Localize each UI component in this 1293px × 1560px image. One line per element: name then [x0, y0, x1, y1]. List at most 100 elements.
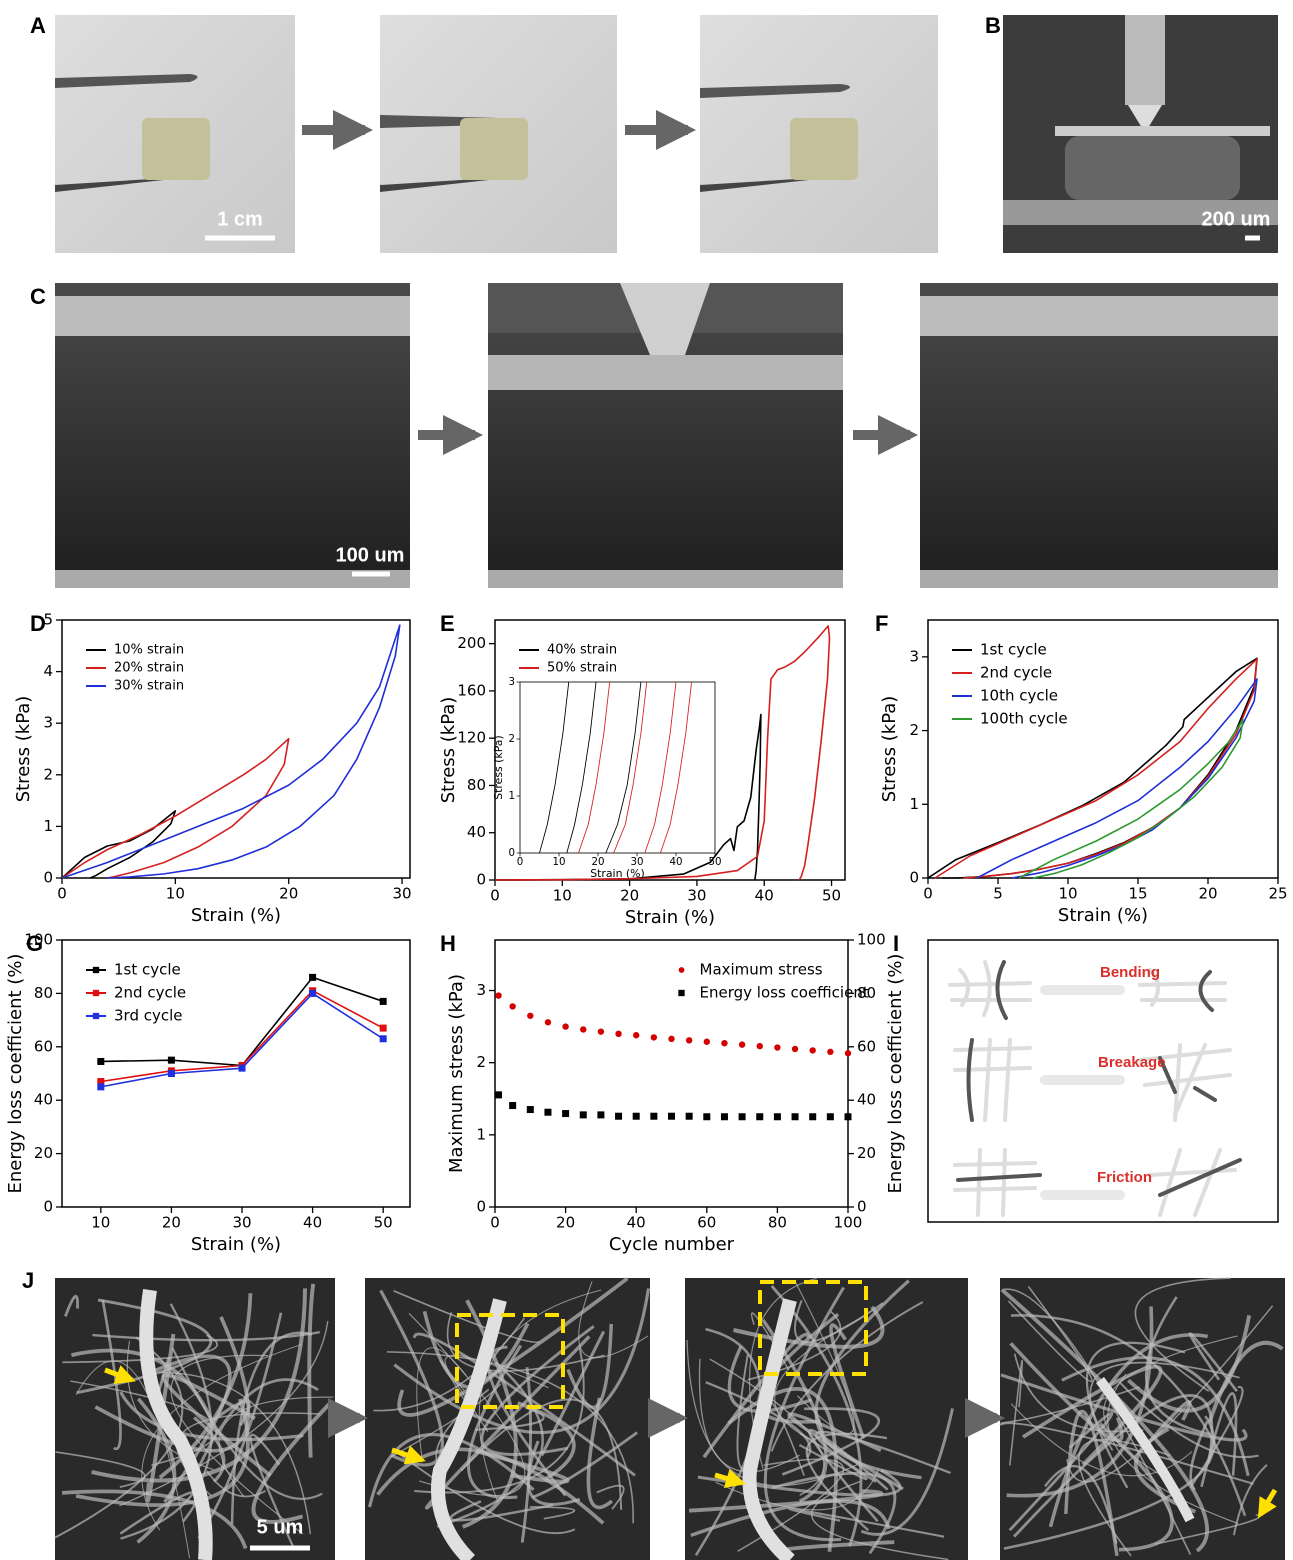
scale-bar-label: 5 um — [257, 1516, 304, 1538]
y-tick-label: 3 — [476, 981, 486, 999]
marker — [827, 1049, 833, 1055]
marker — [668, 1113, 675, 1120]
y-tick-label: 80 — [34, 984, 53, 1002]
x-tick-label: 20 — [556, 1214, 575, 1232]
marker — [703, 1113, 710, 1120]
marker — [792, 1113, 799, 1120]
x-tick-label: 5 — [993, 885, 1003, 903]
marker — [704, 1039, 710, 1045]
diagram-step: Breakage — [1098, 1054, 1166, 1071]
y-tick-label: 2 — [909, 721, 919, 739]
y-tick-label: 0 — [909, 869, 919, 887]
x-tick-label: 100 — [834, 1214, 863, 1232]
y-axis-label: Stress (kPa) — [492, 735, 505, 800]
x-tick-label: 40 — [755, 887, 774, 905]
marker — [757, 1043, 763, 1049]
y-tick-label: 1 — [43, 817, 53, 835]
plot-frame — [495, 940, 848, 1207]
panel-label: B — [985, 13, 1001, 38]
x-tick-label: 0 — [517, 856, 524, 868]
y-tick-label: 200 — [457, 634, 486, 652]
legend-label: 2nd cycle — [114, 984, 186, 1002]
marker — [509, 1102, 516, 1109]
marker — [545, 1019, 551, 1025]
plot-frame — [62, 940, 410, 1207]
x-tick-label: 0 — [490, 1214, 500, 1232]
x-tick-label: 25 — [1268, 885, 1287, 903]
y-tick-label: 0 — [476, 1198, 486, 1216]
panel-label: E — [440, 611, 455, 636]
marker — [597, 1111, 604, 1118]
legend-label: 1st cycle — [114, 961, 181, 979]
legend-label: Energy loss coefficient — [700, 984, 869, 1002]
x-axis-label: Strain (%) — [191, 905, 281, 926]
y-tick-label: 20 — [34, 1144, 53, 1162]
x-tick-label: 50 — [708, 856, 721, 868]
marker — [809, 1113, 816, 1120]
y2-tick-label: 20 — [857, 1144, 876, 1162]
marker — [544, 1109, 551, 1116]
marker — [756, 1113, 763, 1120]
marker — [562, 1023, 568, 1029]
y-tick-label: 1 — [509, 790, 516, 802]
y-axis-label: Energy loss coefficient (%) — [5, 954, 26, 1194]
panel-label: F — [875, 611, 888, 636]
marker — [686, 1113, 693, 1120]
legend-label: 10% strain — [114, 643, 184, 658]
marker — [527, 1106, 534, 1113]
marker — [97, 1083, 104, 1090]
y2-tick-label: 0 — [857, 1198, 867, 1216]
marker — [774, 1044, 780, 1050]
marker — [580, 1111, 587, 1118]
x-tick-label: 20 — [1198, 885, 1217, 903]
y-tick-label: 1 — [476, 1125, 486, 1143]
x-tick-label: 50 — [822, 887, 841, 905]
x-tick-label: 30 — [393, 885, 412, 903]
x-tick-label: 20 — [162, 1214, 181, 1232]
marker — [168, 1057, 175, 1064]
y-tick-label: 5 — [43, 611, 53, 629]
marker — [633, 1032, 639, 1038]
panel-label: J — [22, 1268, 34, 1293]
marker — [598, 1028, 604, 1034]
y-tick-label: 1 — [909, 795, 919, 813]
legend-label: 40% strain — [547, 643, 617, 658]
photo-row-c — [55, 283, 1278, 588]
panel-label: I — [893, 931, 899, 956]
marker — [615, 1031, 621, 1037]
x-axis-label: Cycle number — [609, 1234, 735, 1255]
x-tick-label: 10 — [166, 885, 185, 903]
y-tick-label: 100 — [24, 931, 53, 949]
y-tick-label: 2 — [509, 733, 516, 745]
scale-bar-label: 1 cm — [217, 208, 263, 230]
x-tick-label: 20 — [279, 885, 298, 903]
marker — [721, 1113, 728, 1120]
marker — [495, 1091, 502, 1098]
marker — [380, 1025, 387, 1032]
marker — [380, 998, 387, 1005]
plot-frame — [62, 620, 410, 878]
marker — [93, 967, 99, 973]
figure: A B C D E F G H I J 1 cm 200 um 100 um 5… — [0, 0, 1293, 1560]
y-axis-label: Stress (kPa) — [879, 696, 900, 803]
y-tick-label: 3 — [43, 714, 53, 732]
photo-row-a — [55, 15, 938, 253]
marker — [679, 967, 685, 973]
marker — [739, 1113, 746, 1120]
marker — [615, 1113, 622, 1120]
y-tick-label: 4 — [43, 662, 53, 680]
legend-label: 1st cycle — [980, 641, 1047, 659]
x-axis-label: Strain (%) — [590, 867, 645, 880]
scale-bar-label: 100 um — [336, 544, 405, 566]
marker — [678, 990, 684, 996]
marker — [239, 1065, 246, 1072]
y-tick-label: 3 — [509, 676, 516, 688]
marker — [650, 1113, 657, 1120]
y2-axis-label: Energy loss coefficient (%) — [885, 954, 906, 1194]
y-tick-label: 40 — [34, 1091, 53, 1109]
x-tick-label: 10 — [91, 1214, 110, 1232]
x-axis-label: Strain (%) — [625, 907, 715, 928]
x-tick-label: 60 — [697, 1214, 716, 1232]
marker — [97, 1058, 104, 1065]
marker — [633, 1113, 640, 1120]
